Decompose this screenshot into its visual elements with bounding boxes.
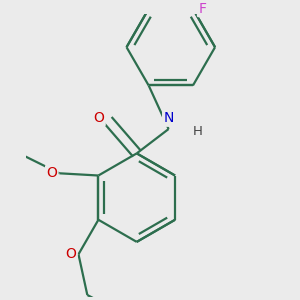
Text: H: H — [193, 125, 203, 138]
Text: O: O — [65, 247, 76, 261]
Text: F: F — [198, 2, 206, 16]
Text: O: O — [94, 111, 104, 125]
Text: O: O — [46, 166, 57, 180]
Text: N: N — [164, 112, 174, 125]
